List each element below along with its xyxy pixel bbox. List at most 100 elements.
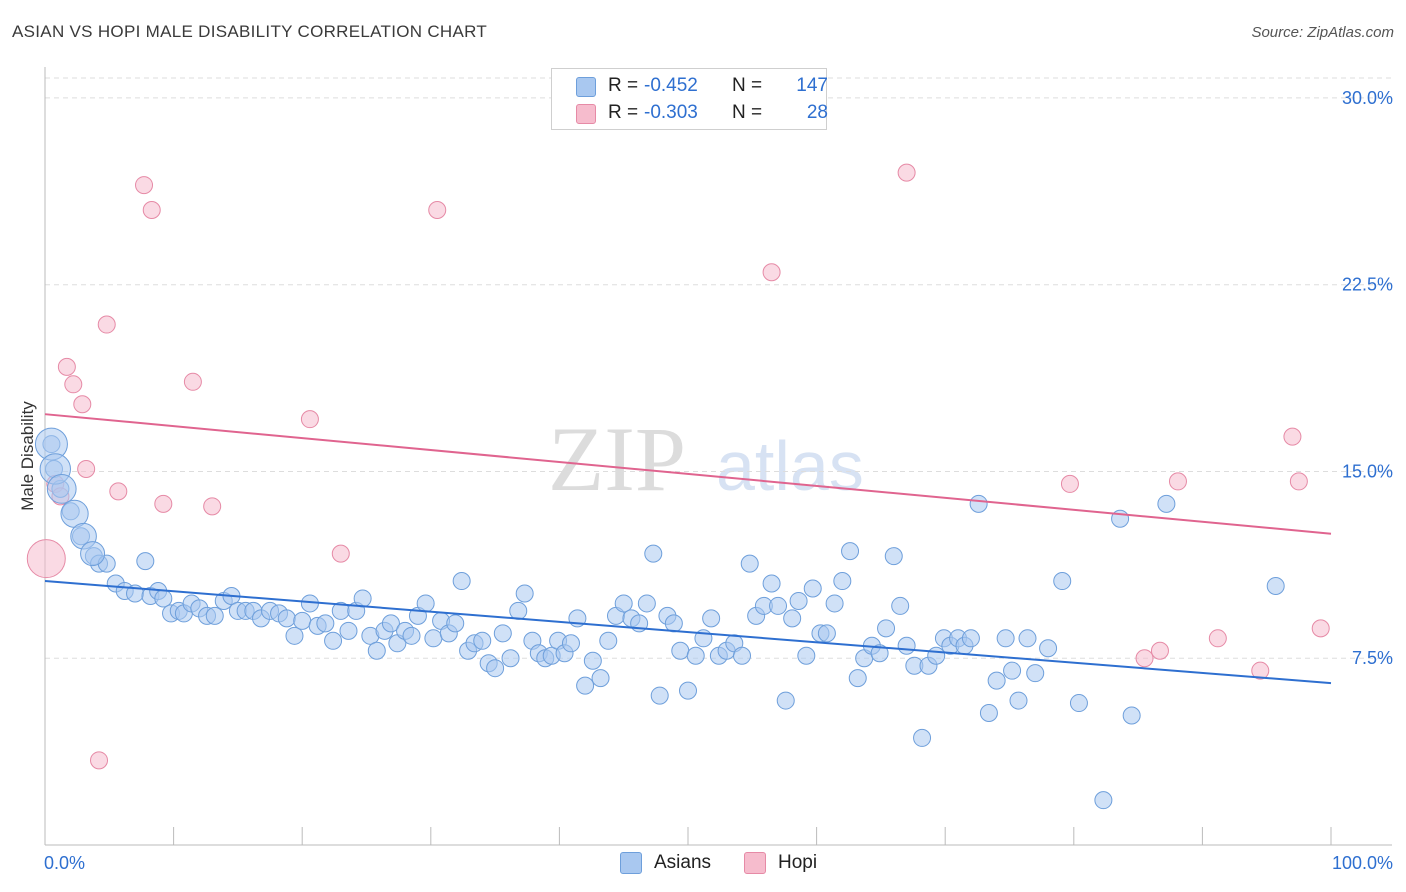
asian-point [996,629,1015,648]
asian-point [848,669,867,688]
asian-point [1266,577,1285,596]
asian-point [402,626,421,645]
hopi-point [1135,649,1154,668]
asian-point [664,614,683,633]
asian-point [452,572,471,591]
asian-point [1018,629,1037,648]
hopi-point [64,375,83,394]
asian-point [877,619,896,638]
asian-point [154,589,173,608]
asian-point [789,591,808,610]
hopi-point [183,372,202,391]
hopi-point [1283,427,1302,446]
asian-point [1003,661,1022,680]
asian-point [446,614,465,633]
asian-point [833,572,852,591]
asian-point [979,704,998,723]
asian-point [293,611,312,630]
x-tick-label: 100.0% [1332,853,1393,873]
r-value: -0.303 [644,102,698,123]
asian-point [776,691,795,710]
asian-point [1053,572,1072,591]
asian-point [686,646,705,665]
y-tick-label: 15.0% [1342,461,1393,481]
asian-point [884,547,903,566]
grid [45,77,1392,659]
asian-point [591,669,610,688]
hopi-point [1208,629,1227,648]
asian-point [1009,691,1028,710]
tick-labels: 7.5% 15.0% 22.5% 30.0% 0.0% 100.0% [44,88,1393,873]
asian-point [416,594,435,613]
hopi-legend-swatch [744,852,766,874]
asian-point [277,609,296,628]
hopi-point [90,751,109,770]
asians-swatch [576,77,596,97]
asian-point [367,641,386,660]
asian-point [493,624,512,643]
asian-point [870,644,889,663]
hopi-point [77,459,96,478]
hopi-point [154,494,173,513]
asian-point [803,579,822,598]
r-label: R = [608,102,639,123]
asian-point [783,609,802,628]
chart-title: ASIAN VS HOPI MALE DISABILITY CORRELATIO… [12,22,488,41]
asian-point [1157,494,1176,513]
asian-point [576,676,595,695]
r-value: -0.452 [644,75,698,96]
asian-point [583,651,602,670]
asian-point [987,671,1006,690]
asian-point-large [46,473,77,504]
hopi-point [142,200,161,219]
hopi-point [897,163,916,182]
y-tick-label: 22.5% [1342,275,1393,295]
hopi-point [1311,619,1330,638]
n-value: 147 [796,75,828,96]
hopi-point [109,482,128,501]
asian-point [1026,664,1045,683]
asian-point [769,596,788,615]
hopi-point [1251,661,1270,680]
hopi-point [1060,474,1079,493]
asian-point [1039,639,1058,658]
asian-point [1122,706,1141,725]
hopi-point [762,263,781,282]
hopi-point [1289,472,1308,491]
asian-point [339,621,358,640]
hopi-point [57,357,76,376]
asian-point [841,542,860,561]
hopi-point [1168,472,1187,491]
hopi-point [97,315,116,334]
asian-point [679,681,697,700]
n-label: N = [732,75,763,96]
asian-point-large [80,541,106,567]
asian-point [913,728,932,747]
asian-point [969,494,988,513]
hopi-legend-label: Hopi [778,852,818,873]
asian-point [599,631,618,650]
asian-point [324,631,343,650]
asian-point [891,596,910,615]
asian-point [733,646,752,665]
asian-point [897,636,916,655]
asian-point [762,574,781,593]
asian-point [614,594,633,613]
asian-point [702,609,721,628]
stats-legend: R = -0.452 N = 147 R = -0.303 N = 28 [551,68,828,130]
hopi-point [203,497,222,516]
asian-point [486,659,505,678]
watermark-atlas: atlas [716,427,864,505]
asian-point [644,544,663,563]
hopi-point [73,395,92,414]
asian-point [961,629,980,648]
hopi-swatch [576,104,596,124]
asian-point [825,594,844,613]
asian-point [740,554,759,573]
asian-point [1094,791,1113,810]
asian-point [381,614,400,633]
asian-point [424,629,443,648]
asian-point [927,646,946,665]
asian-point [205,606,224,625]
asians-legend-label: Asians [654,852,712,873]
